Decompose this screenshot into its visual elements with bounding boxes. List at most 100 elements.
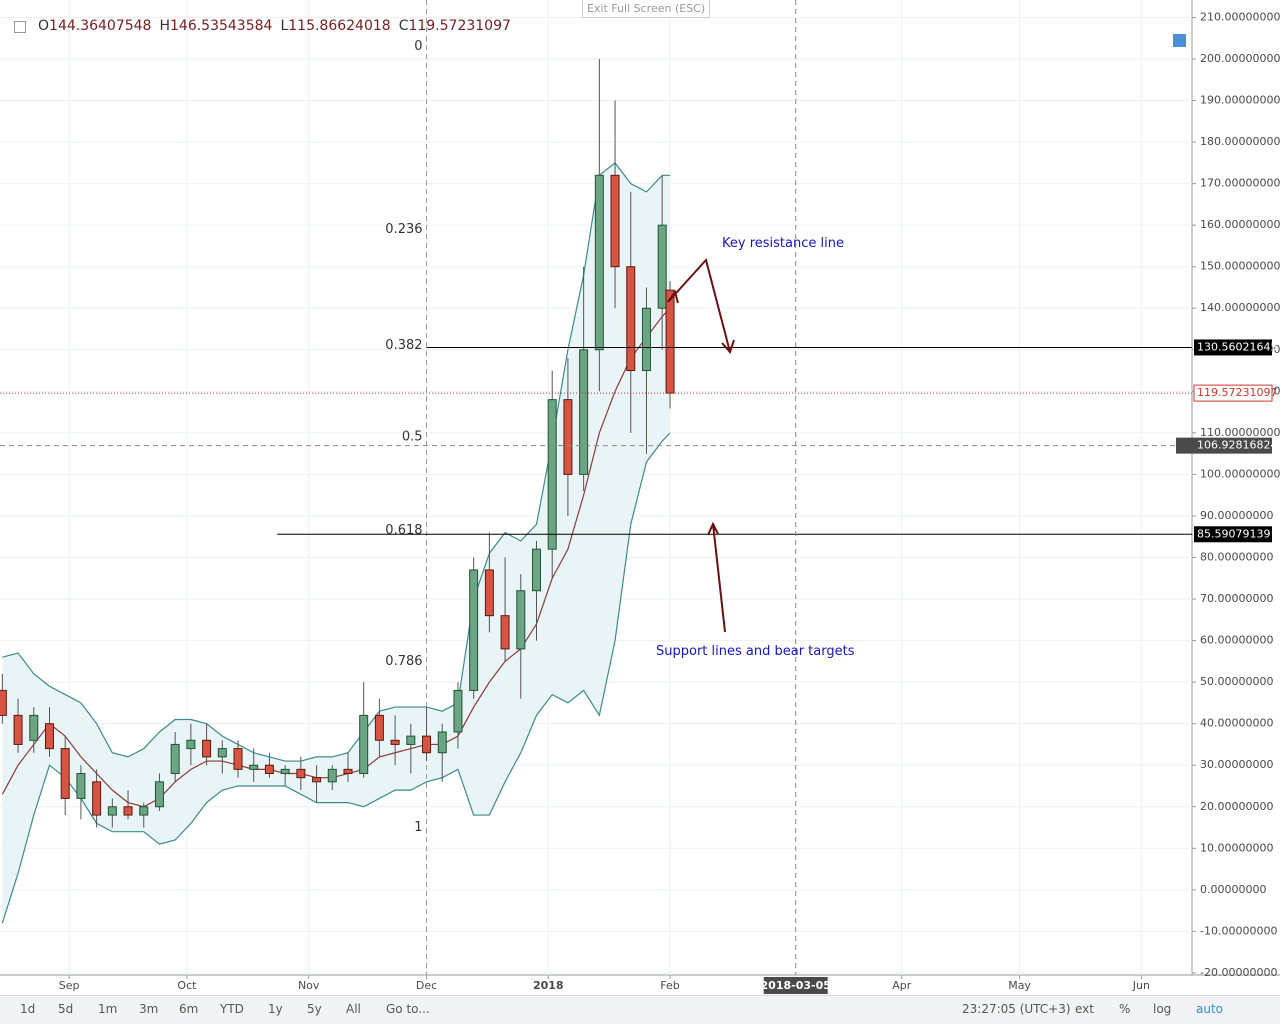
button[interactable]: 1y	[268, 1002, 283, 1016]
arrow-head	[667, 289, 679, 304]
y-tick-label: 10.00000000	[1200, 841, 1273, 854]
fib-label: 1	[414, 820, 422, 835]
candle-body	[516, 590, 526, 650]
candle-body	[665, 289, 675, 394]
crosshair-label: 2018-03-05	[761, 979, 831, 992]
button[interactable]: 5y	[307, 1002, 322, 1016]
value: 146.53543584	[170, 18, 273, 34]
button[interactable]: Go to...	[386, 1002, 430, 1016]
value: 144.36407548	[49, 18, 152, 34]
toggle[interactable]	[14, 21, 26, 33]
y-tick-label: -10.00000000	[1200, 924, 1277, 937]
candle-body	[0, 689, 7, 716]
y-tick-label: 50.00000000	[1200, 675, 1273, 688]
candle-body	[610, 174, 620, 268]
candle-body	[374, 714, 384, 741]
button[interactable]: %	[1119, 1002, 1131, 1016]
candle-body	[453, 689, 463, 733]
y-tick-label: 0.00000000	[1200, 883, 1266, 896]
button[interactable]: ext	[1075, 1002, 1094, 1016]
candle-body	[76, 773, 86, 799]
button[interactable]: 1m	[98, 1002, 118, 1016]
candle-body	[484, 569, 494, 617]
value: 119.57231097	[408, 18, 511, 34]
y-tick-label: 180.00000000	[1200, 135, 1280, 148]
candle-body	[280, 768, 290, 775]
x-tick-label: Sep	[59, 979, 80, 992]
candle-body	[641, 307, 651, 372]
candle-body	[233, 748, 243, 770]
arrow-head	[721, 339, 735, 354]
fib-label: 0.382	[385, 338, 422, 353]
level-label: 85.59079139	[1197, 527, 1270, 540]
y-tick-label: 210.00000000	[1200, 10, 1280, 23]
x-tick-label: Feb	[660, 979, 679, 992]
button[interactable]: 1d	[20, 1002, 36, 1016]
candle-body	[563, 399, 573, 475]
candle-body	[343, 768, 353, 775]
arrow-head	[707, 521, 719, 536]
candle-body	[422, 735, 432, 754]
y-tick-label: 140.00000000	[1200, 301, 1280, 314]
price-axis	[1192, 0, 1280, 995]
x-tick-label: May	[1008, 979, 1031, 992]
candle-body	[296, 768, 306, 779]
y-tick-label: 190.00000000	[1200, 94, 1280, 107]
fib-label: 0.786	[385, 654, 422, 669]
indicator-line	[1, 432, 671, 924]
candle-body	[29, 714, 39, 741]
candle-body	[327, 768, 337, 783]
fib-label: 0.5	[402, 430, 423, 445]
band-fill	[2, 162, 671, 924]
label: H	[159, 18, 170, 34]
crosshair-label: 106.92816824	[1197, 439, 1277, 452]
toolbar: 1d 5d 1m 3m 6m YTD 1y 5y All Go to... 23…	[0, 995, 1280, 1024]
candle-body	[437, 731, 447, 754]
candle-body	[107, 806, 117, 816]
x-tick-label: 2018	[533, 979, 564, 992]
y-tick-label: 100.00000000	[1200, 467, 1280, 480]
x-tick-label: Apr	[892, 979, 912, 992]
candle-body	[44, 723, 54, 750]
label: O	[38, 18, 50, 34]
label: C	[398, 18, 409, 34]
y-tick-label: 170.00000000	[1200, 177, 1280, 190]
crosshair-tag	[763, 977, 828, 994]
candle-body	[123, 806, 133, 816]
value: 115.86624018	[288, 18, 391, 34]
fib-label: 0.618	[385, 523, 422, 538]
fib-label: 0	[414, 39, 422, 54]
y-tick-label: 110.00000000	[1200, 426, 1280, 439]
candle-body	[186, 739, 196, 750]
candle-body	[626, 266, 636, 372]
y-tick-label: 150.00000000	[1200, 260, 1280, 273]
button[interactable]: All	[346, 1002, 361, 1016]
candle-body	[202, 739, 212, 758]
button[interactable]: 6m	[179, 1002, 199, 1016]
button[interactable]: auto	[1196, 1002, 1224, 1016]
candle-body	[312, 777, 322, 783]
button[interactable]: YTD	[220, 1002, 244, 1016]
y-tick-label: 160.00000000	[1200, 218, 1280, 231]
annotation: Key resistance line	[722, 236, 844, 251]
clock: 23:27:05 (UTC+3)	[962, 1002, 1071, 1016]
exit-fullscreen[interactable]: Exit Full Screen (ESC)	[582, 0, 711, 18]
level-tag	[1194, 339, 1272, 356]
y-tick-label: 20.00000000	[1200, 800, 1273, 813]
y-tick-label: 80.00000000	[1200, 550, 1273, 563]
candle-body	[249, 764, 259, 770]
icon[interactable]	[1173, 34, 1186, 47]
y-tick-label: 90.00000000	[1200, 509, 1273, 522]
candle-body	[531, 548, 541, 592]
arrow	[712, 523, 726, 633]
button[interactable]: 3m	[139, 1002, 159, 1016]
candle-body	[170, 743, 180, 775]
candle-body	[406, 735, 416, 745]
x-tick-label: Nov	[298, 979, 320, 992]
x-tick-label: Oct	[177, 979, 197, 992]
y-tick-label: 70.00000000	[1200, 592, 1273, 605]
y-tick-label: 30.00000000	[1200, 758, 1273, 771]
button[interactable]: log	[1153, 1002, 1172, 1016]
button[interactable]: 5d	[58, 1002, 74, 1016]
